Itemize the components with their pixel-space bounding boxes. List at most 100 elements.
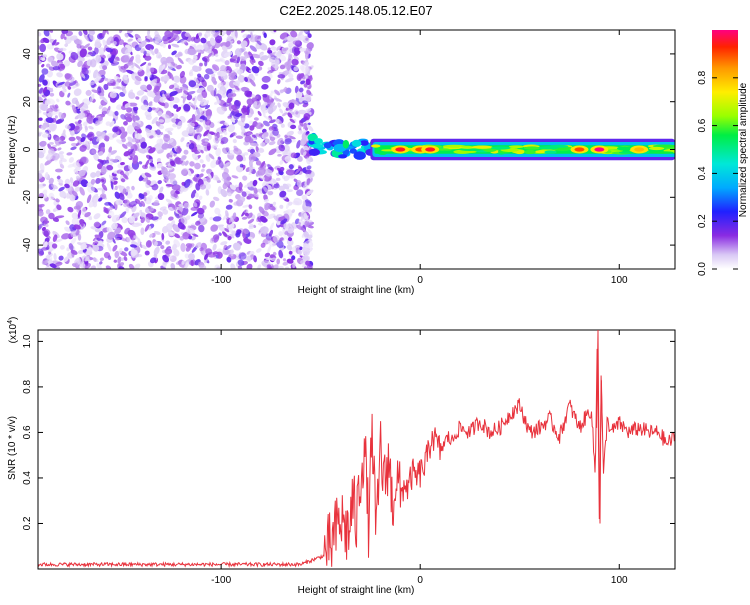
noise-blob: [114, 227, 122, 235]
noise-blob: [241, 191, 247, 197]
noise-blob: [169, 178, 178, 185]
noise-blob: [120, 161, 125, 166]
noise-blob: [233, 111, 241, 120]
noise-blob: [284, 134, 288, 139]
noise-blob: [293, 197, 303, 206]
band-peak: [634, 147, 645, 152]
noise-blob: [153, 246, 160, 256]
noise-blob: [194, 192, 199, 198]
noise-blob: [153, 230, 161, 235]
noise-blob: [117, 256, 122, 264]
noise-blob: [48, 177, 54, 185]
noise-blob: [38, 210, 44, 217]
noise-blob: [149, 233, 153, 238]
noise-blob: [158, 64, 163, 74]
noise-blob: [151, 74, 158, 80]
noise-blob: [48, 212, 55, 220]
noise-blob: [75, 100, 80, 107]
noise-blob: [42, 37, 50, 44]
noise-blob: [231, 93, 237, 97]
noise-blob: [176, 64, 182, 70]
noise-blob: [250, 31, 253, 40]
noise-blob: [84, 263, 91, 269]
noise-blob: [183, 179, 191, 188]
noise-blob: [269, 91, 273, 100]
noise-blob: [249, 59, 254, 65]
noise-blob: [198, 224, 205, 233]
colorbar-tick-label: 0.6: [697, 118, 708, 132]
noise-blob: [221, 93, 227, 98]
noise-blob: [75, 205, 81, 210]
noise-blob: [161, 143, 169, 151]
noise-blob: [227, 124, 236, 133]
transition-blob: [349, 148, 357, 154]
noise-blob: [197, 212, 205, 219]
noise-blob: [249, 125, 255, 131]
noise-blob: [74, 186, 80, 192]
noise-blob: [46, 44, 54, 50]
noise-blob: [156, 162, 163, 169]
noise-blob: [244, 135, 252, 143]
noise-blob: [264, 202, 271, 209]
noise-blob: [146, 179, 152, 186]
noise-blob: [302, 100, 309, 105]
noise-blob: [224, 228, 230, 233]
noise-blob: [204, 43, 209, 51]
noise-blob: [113, 259, 117, 263]
noise-blob: [267, 164, 273, 171]
noise-blob: [55, 198, 60, 203]
noise-blob: [165, 223, 173, 233]
noise-blob: [233, 201, 241, 206]
bottom-x-tick-label: 100: [611, 575, 628, 586]
noise-blob: [257, 222, 263, 226]
noise-blob: [92, 201, 98, 208]
noise-blob: [153, 199, 159, 207]
noise-blob: [268, 72, 273, 79]
noise-blob: [88, 216, 93, 221]
noise-blob: [59, 63, 65, 69]
noise-blob: [298, 124, 302, 131]
noise-blob: [165, 198, 173, 204]
noise-blob: [156, 157, 161, 163]
noise-blob: [103, 206, 109, 215]
noise-blob: [60, 32, 65, 40]
noise-blob: [120, 131, 128, 140]
noise-blob: [267, 47, 271, 52]
noise-blob: [66, 125, 71, 130]
noise-blob: [88, 125, 94, 130]
noise-blob: [226, 176, 232, 181]
noise-blob: [264, 252, 271, 258]
noise-blob: [279, 159, 284, 165]
noise-blob: [272, 129, 279, 136]
noise-blob: [269, 56, 277, 63]
noise-blob: [305, 37, 309, 41]
top-x-axis-label: Height of straight line (km): [298, 285, 415, 296]
noise-blob: [125, 113, 132, 117]
noise-blob: [305, 108, 312, 112]
noise-blob: [233, 242, 241, 251]
noise-blob: [116, 169, 123, 174]
noise-blob: [140, 141, 147, 149]
noise-blob: [116, 139, 124, 145]
noise-blob: [227, 92, 233, 99]
noise-blob: [170, 160, 175, 167]
top-y-tick-label: -40: [22, 237, 33, 252]
noise-blob: [154, 48, 159, 55]
noise-blob: [59, 190, 67, 198]
noise-blob: [48, 141, 54, 145]
noise-blob: [123, 256, 128, 262]
noise-blob: [80, 179, 89, 188]
noise-blob: [213, 87, 217, 97]
noise-blob: [109, 159, 119, 162]
noise-blob: [243, 209, 248, 214]
noise-blob: [90, 172, 97, 178]
noise-blob: [267, 184, 272, 191]
noise-blob: [174, 210, 180, 219]
noise-blob: [278, 249, 284, 259]
noise-blob: [94, 120, 101, 126]
bottom-plot-frame: [37, 329, 676, 570]
noise-blob: [108, 146, 113, 153]
noise-blob: [72, 180, 80, 187]
noise-blob: [93, 153, 99, 161]
noise-blob: [291, 58, 299, 66]
